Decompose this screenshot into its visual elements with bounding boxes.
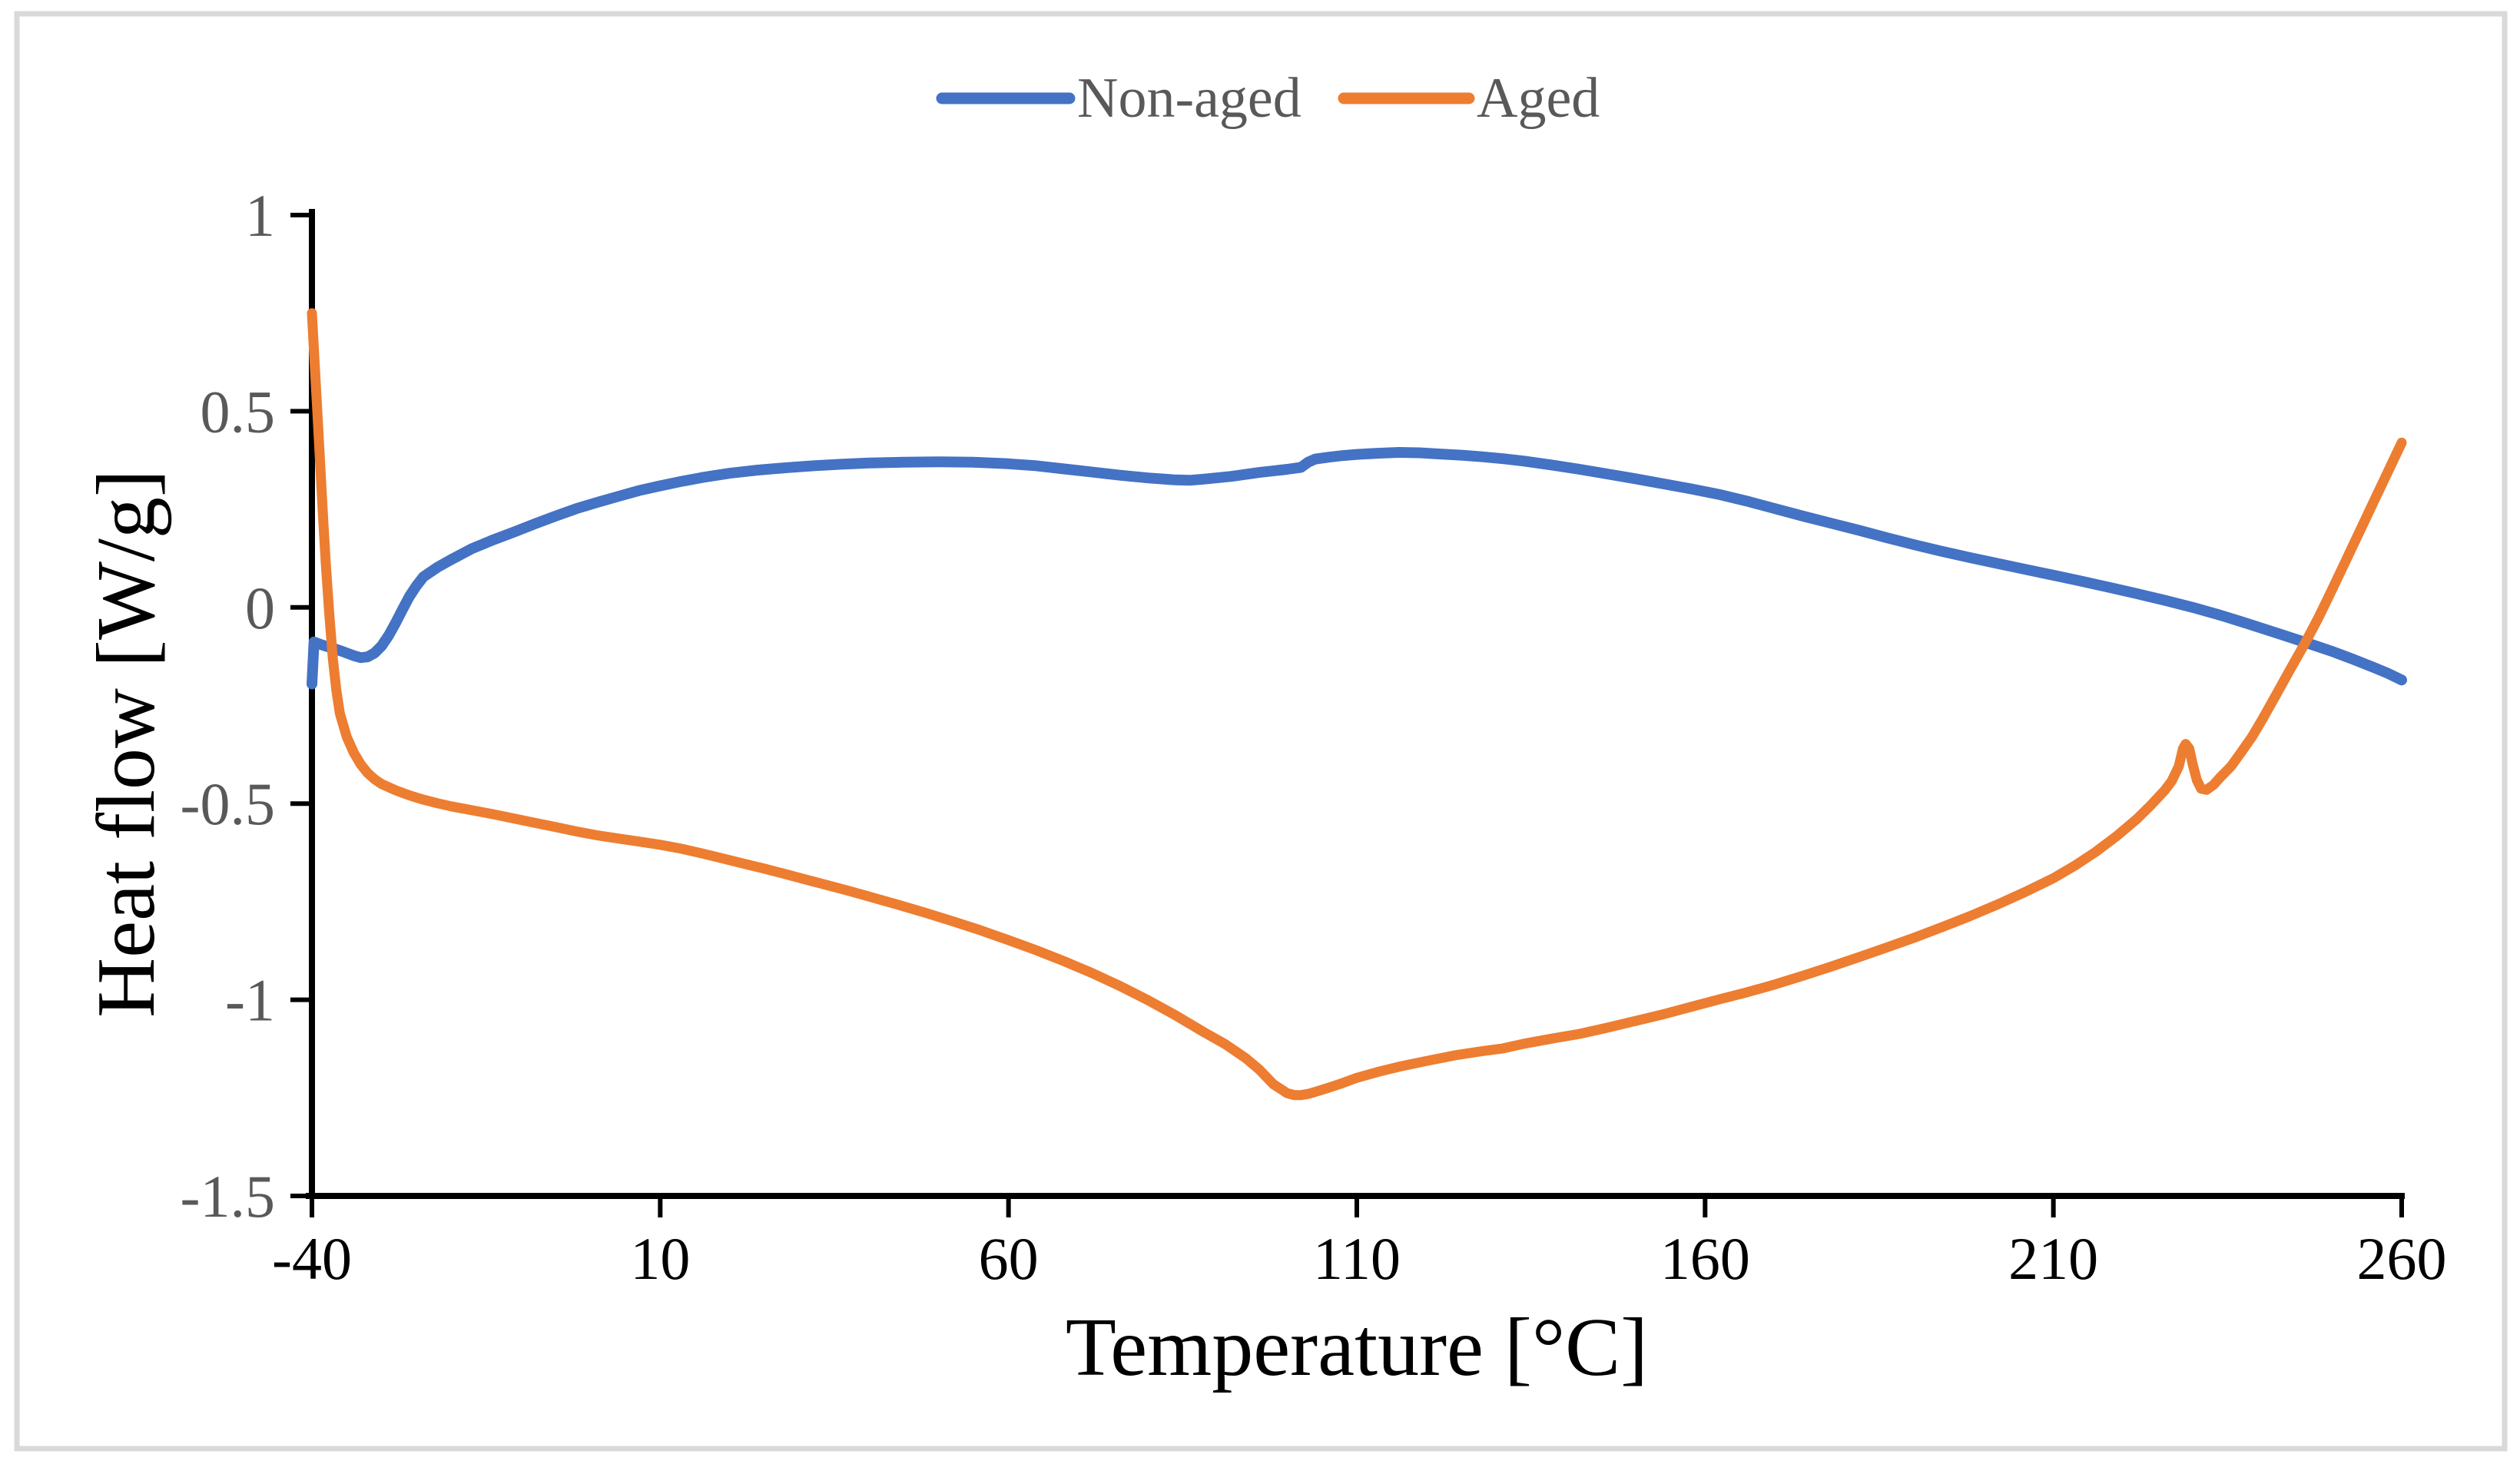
x-tick-label: -40 <box>272 1225 352 1292</box>
legend-label-non-aged: Non-aged <box>1077 67 1301 130</box>
y-tick-label: -1.5 <box>181 1163 275 1230</box>
series-line-non-aged <box>307 447 2407 690</box>
series-line-aged <box>307 308 2407 1101</box>
x-tick-label: 10 <box>630 1225 690 1292</box>
y-axis-ticks: 1 0.5 0 -0.5 -1 -1.5 <box>181 182 312 1230</box>
y-tick-label: 0 <box>245 575 275 641</box>
x-axis-ticks: -40 10 60 110 160 210 260 <box>272 1196 2447 1292</box>
plot-series <box>307 308 2407 1101</box>
x-tick-label: 210 <box>2008 1225 2098 1292</box>
x-tick-label: 260 <box>2357 1225 2447 1292</box>
y-tick-label: -0.5 <box>181 770 275 837</box>
x-tick-label: 160 <box>1660 1225 1750 1292</box>
x-axis-title: Temperature [°C] <box>1066 1302 1648 1393</box>
legend-label-aged: Aged <box>1477 67 1600 130</box>
x-tick-label: 110 <box>1313 1225 1401 1292</box>
y-axis-title: Heat flow [W/g] <box>81 469 172 1018</box>
y-tick-label: -1 <box>225 967 275 1034</box>
legend: Non-aged Aged <box>936 67 1600 130</box>
y-tick-label: 1 <box>245 182 275 249</box>
y-tick-label: 0.5 <box>201 378 276 445</box>
figure-border <box>14 11 2508 1452</box>
x-tick-label: 60 <box>979 1225 1039 1292</box>
